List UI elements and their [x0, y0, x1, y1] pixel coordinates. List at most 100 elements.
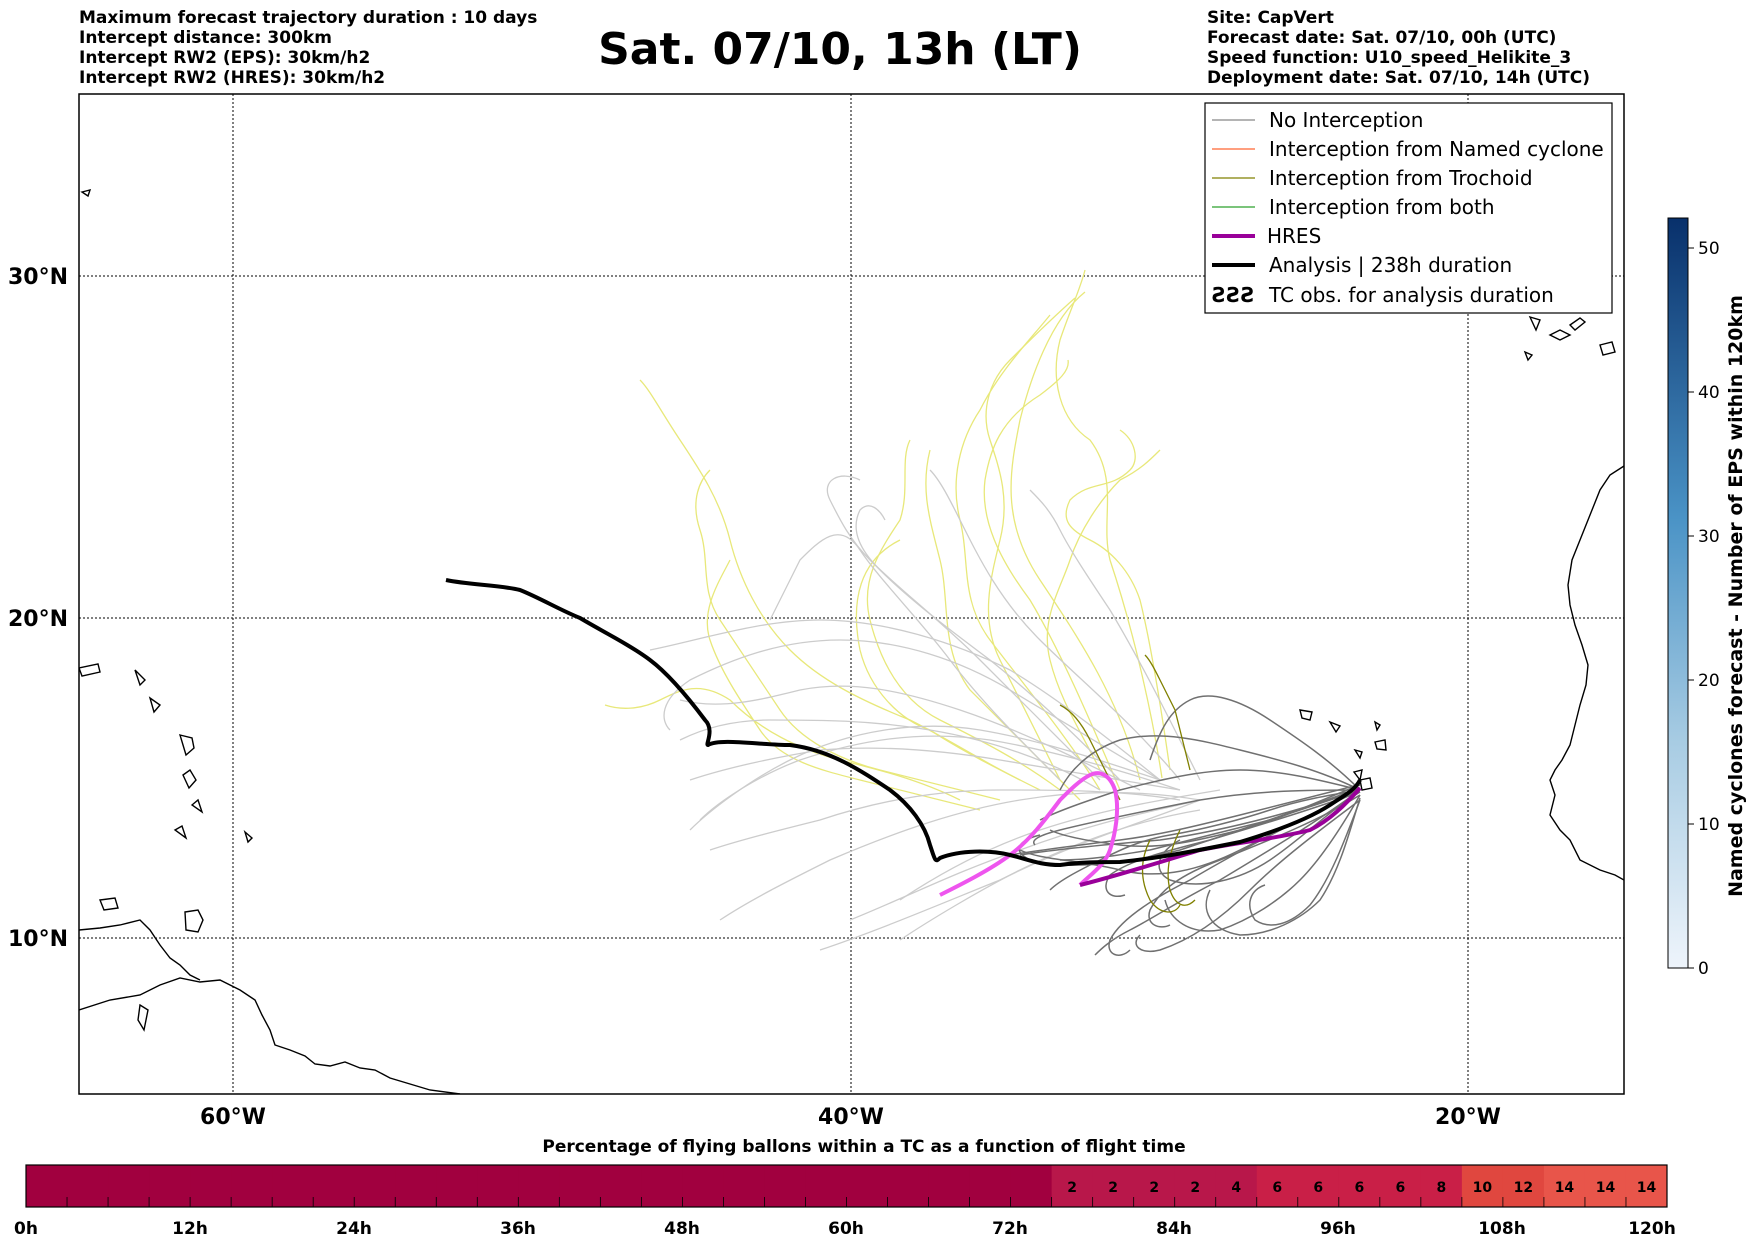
antilles-10 — [243, 829, 254, 844]
legend-item-no-interception: No Interception — [1212, 108, 1423, 132]
bar-cell — [1215, 1165, 1258, 1207]
legend-item-both: Interception from both — [1212, 195, 1495, 219]
bar-cell-value: 6 — [1354, 1180, 1364, 1196]
bar-cell — [1010, 1165, 1053, 1207]
bar-cell-value: 4 — [1231, 1180, 1241, 1196]
africa-coast — [1549, 465, 1624, 881]
bar-cell-value: 6 — [1313, 1180, 1323, 1196]
azores-island — [80, 189, 92, 198]
south-america-coast — [79, 977, 461, 1094]
legend-item-hres: HRES — [1212, 224, 1321, 248]
longitude-labels: 60°W 40°W 20°W — [200, 1105, 1501, 1130]
svg-text:Analysis | 238h duration: Analysis | 238h duration — [1269, 253, 1512, 277]
bar-cell-value: 2 — [1190, 1180, 1200, 1196]
svg-text:Interception from Trochoid: Interception from Trochoid — [1269, 166, 1533, 190]
antilles-4 — [173, 824, 188, 840]
bar-cell — [313, 1165, 355, 1207]
bar-cell — [272, 1165, 314, 1207]
time-label-72h: 72h — [992, 1219, 1028, 1239]
bar-cell — [846, 1165, 889, 1207]
analysis-trajectory[interactable] — [445, 578, 1362, 868]
deployment-date-text: Deployment date: Sat. 07/10, 14h (UTC) — [1207, 68, 1591, 88]
colorbar-ticks: 0 10 20 30 40 50 — [1688, 239, 1720, 979]
graticule — [79, 94, 1624, 1094]
bar-cell — [149, 1165, 191, 1207]
bar-cell — [1338, 1165, 1381, 1207]
bar-cell — [805, 1165, 847, 1207]
legend-item-tc-obs: ƧƧƧ TC obs. for analysis duration — [1212, 283, 1554, 307]
svg-text:TC obs. for analysis duration: TC obs. for analysis duration — [1268, 283, 1554, 307]
legend: No Interception Interception from Named … — [1204, 102, 1613, 314]
bar-cells: 2 2 2 2 4 6 6 6 6 8 10 12 14 14 14 — [25, 1165, 1668, 1207]
lat-label-30n: 30°N — [8, 265, 68, 290]
bar-cell-value: 2 — [1067, 1180, 1077, 1196]
cyclone-symbols-icon: ƧƧƧ — [1212, 283, 1255, 307]
time-label-24h: 24h — [336, 1219, 372, 1239]
bar-cell — [108, 1165, 150, 1207]
bar-cell — [26, 1165, 68, 1207]
colorbar-gradient — [1667, 217, 1689, 969]
time-label-0h: 0h — [14, 1219, 38, 1239]
coastlines — [79, 189, 1624, 1094]
bar-cell — [1174, 1165, 1217, 1207]
bar-cell — [600, 1165, 642, 1207]
time-label-12h: 12h — [172, 1219, 208, 1239]
cb-tick-10: 10 — [1698, 815, 1720, 835]
time-label-36h: 36h — [500, 1219, 536, 1239]
antilles-1 — [178, 734, 195, 757]
bar-cell — [641, 1165, 683, 1207]
time-label-84h: 84h — [1156, 1219, 1192, 1239]
legend-item-trochoid: Interception from Trochoid — [1212, 166, 1533, 190]
bar-cell-value: 2 — [1149, 1180, 1159, 1196]
lon-label-60w: 60°W — [200, 1105, 266, 1130]
antilles-8 — [148, 696, 162, 714]
cape-verde-2 — [1328, 720, 1342, 734]
time-label-120h: 120h — [1628, 1219, 1676, 1239]
legend-item-analysis: Analysis | 238h duration — [1212, 253, 1512, 277]
antilles-9 — [99, 897, 119, 911]
bar-cell — [1625, 1165, 1668, 1207]
bar-cell — [887, 1165, 930, 1207]
canary-5 — [1523, 350, 1534, 362]
lon-label-40w: 40°W — [818, 1105, 884, 1130]
antilles-7 — [134, 669, 146, 687]
canary-4 — [1599, 341, 1616, 356]
intercept-hres-text: Intercept RW2 (HRES): 30km/h2 — [79, 68, 386, 88]
bar-cell — [764, 1165, 806, 1207]
legend-item-named-cyclone: Interception from Named cyclone — [1212, 137, 1604, 161]
legend-box — [1204, 102, 1613, 314]
bar-cell — [723, 1165, 765, 1207]
bar-cell — [1584, 1165, 1627, 1207]
trinidad — [184, 909, 204, 933]
time-label-60h: 60h — [828, 1219, 864, 1239]
colorbar-label: Named cyclones forecast - Number of EPS … — [1725, 295, 1747, 897]
site-text: Site: CapVert — [1207, 8, 1334, 28]
cb-tick-50: 50 — [1698, 239, 1720, 259]
lat-label-20n: 20°N — [8, 607, 68, 632]
cape-verde-1 — [1299, 709, 1313, 721]
antilles-2 — [182, 768, 197, 790]
bar-cell — [682, 1165, 724, 1207]
bar-cell — [1543, 1165, 1586, 1207]
bar-cell-value: 14 — [1555, 1180, 1575, 1196]
cape-verde-5 — [1359, 777, 1373, 791]
svg-text:Interception from both: Interception from both — [1269, 195, 1495, 219]
bar-cell — [1379, 1165, 1422, 1207]
trajectories-no-interception-far — [649, 469, 1221, 951]
bar-cell — [969, 1165, 1012, 1207]
time-label-108h: 108h — [1478, 1219, 1526, 1239]
lat-label-10n: 10°N — [8, 927, 68, 952]
cape-verde-3 — [1374, 739, 1387, 751]
bar-cell — [395, 1165, 437, 1207]
antilles-5 — [137, 1003, 149, 1032]
canary-2 — [1548, 329, 1572, 341]
svg-text:No Interception: No Interception — [1269, 108, 1423, 132]
main-title: Sat. 07/10, 13h (LT) — [598, 24, 1082, 75]
bar-cell-value: 8 — [1436, 1180, 1446, 1196]
svg-text:Interception from Named cyclon: Interception from Named cyclone — [1269, 137, 1604, 161]
bottom-bar-title: Percentage of flying ballons within a TC… — [542, 1137, 1185, 1157]
header-left-info: Maximum forecast trajectory duration : 1… — [79, 8, 537, 88]
bar-cell-value: 14 — [1596, 1180, 1616, 1196]
latitude-labels: 30°N 20°N 10°N — [8, 265, 68, 952]
